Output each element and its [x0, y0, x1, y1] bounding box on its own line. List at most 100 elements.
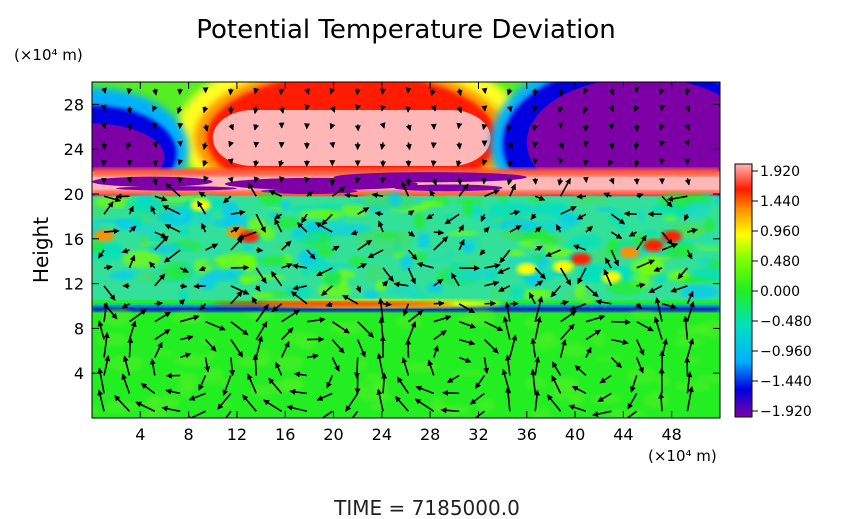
colorbar-gradient — [734, 163, 753, 418]
wind-arrow — [275, 361, 283, 376]
midlevel-patch — [140, 234, 150, 247]
midlevel-patch — [205, 270, 237, 282]
midlevel-patch — [419, 200, 444, 207]
wind-arrow — [534, 245, 543, 252]
wind-arrow — [202, 142, 209, 151]
wind-arrow — [481, 159, 488, 166]
wind-arrow — [433, 330, 447, 341]
wind-arrow — [559, 339, 567, 358]
wind-arrow — [636, 259, 655, 269]
wind-arrow — [179, 334, 194, 341]
midlevel-patch — [683, 200, 710, 218]
wind-arrow — [97, 249, 105, 259]
wind-arrow — [530, 368, 537, 394]
midlevel-patch — [444, 213, 455, 221]
time-footer: TIME = 7185000.0 — [333, 496, 520, 519]
wind-arrow — [255, 303, 269, 323]
wind-arrow — [633, 160, 640, 168]
wind-arrow — [229, 357, 236, 377]
wind-arrow — [329, 106, 336, 113]
wind-arrow — [151, 160, 158, 167]
wind-arrow — [582, 106, 589, 115]
midlevel-patch — [463, 267, 496, 280]
wind-arrow — [534, 316, 542, 340]
wind-arrow — [555, 224, 562, 233]
lower-patch — [529, 407, 552, 418]
wind-arrow — [574, 365, 587, 377]
wind-arrow — [121, 247, 130, 254]
wind-arrow — [154, 341, 163, 358]
wind-arrow — [560, 310, 577, 323]
wind-arrow — [217, 392, 232, 410]
midlevel-patch — [617, 222, 627, 232]
midlevel-patch — [387, 278, 403, 284]
wind-arrow — [316, 392, 333, 401]
wind-arrow — [484, 280, 500, 287]
lower-patch — [147, 397, 161, 409]
wind-arrow — [306, 249, 316, 260]
lower-patch — [591, 393, 622, 405]
wind-arrow — [274, 218, 283, 233]
lower-patch — [171, 311, 206, 324]
wind-arrow — [251, 296, 258, 305]
midlevel-patch — [177, 288, 189, 305]
hot-spot — [571, 252, 592, 265]
wind-arrow — [177, 158, 184, 166]
wind-arrow — [97, 367, 105, 394]
wind-arrow — [103, 355, 111, 376]
wind-arrow — [126, 88, 133, 95]
x-unit-label: (×10⁴ m) — [648, 447, 717, 465]
lower-patch — [674, 381, 712, 392]
wind-arrow — [331, 321, 350, 334]
wind-arrow — [430, 88, 436, 97]
wind-arrow — [430, 160, 437, 167]
wind-arrow — [353, 357, 360, 379]
x-tick-label: 44 — [613, 425, 633, 444]
midlevel-patch — [375, 232, 399, 239]
midlevel-patch — [240, 255, 257, 273]
wind-arrow — [152, 178, 158, 186]
lower-patch — [528, 334, 560, 351]
wind-arrow — [442, 389, 460, 396]
wind-arrow — [180, 283, 188, 289]
wind-arrow — [416, 261, 434, 269]
wind-arrow — [253, 160, 260, 168]
lower-patch — [243, 311, 274, 320]
wind-arrow — [255, 213, 266, 233]
wind-arrow — [148, 261, 156, 269]
wind-arrow — [498, 285, 511, 292]
midlevel-patch — [574, 283, 586, 299]
wind-arrow — [293, 371, 308, 378]
midlevel-patch — [135, 222, 160, 236]
wind-arrow — [504, 354, 511, 376]
wind-arrow — [458, 356, 472, 363]
midlevel-patch — [129, 215, 144, 227]
lower-patch — [285, 331, 320, 346]
wind-arrow — [354, 176, 361, 184]
wind-arrow — [658, 88, 665, 96]
colorbar — [734, 163, 753, 418]
midlevel-patch — [587, 266, 597, 280]
midlevel-patch — [606, 240, 620, 258]
wind-arrow — [534, 195, 546, 201]
wind-arrow — [430, 104, 437, 112]
x-tick-label: 28 — [420, 425, 440, 444]
wind-arrow — [376, 388, 384, 412]
wind-arrow — [228, 140, 234, 148]
wind-arrow — [405, 142, 412, 151]
cold-streak — [116, 186, 237, 191]
wind-arrow — [222, 375, 232, 397]
wind-arrow — [683, 213, 690, 222]
wind-arrow — [331, 186, 346, 197]
wind-arrow — [429, 189, 436, 197]
wind-arrow — [306, 353, 319, 360]
wind-arrow — [628, 230, 638, 237]
wind-arrow — [458, 239, 465, 251]
wind-arrow — [281, 240, 292, 251]
wind-arrow — [163, 249, 181, 263]
wind-arrow — [127, 336, 134, 358]
wind-arrow — [253, 176, 260, 183]
wind-arrow — [301, 213, 308, 224]
lower-patch — [642, 391, 670, 409]
wind-arrow — [636, 192, 644, 199]
